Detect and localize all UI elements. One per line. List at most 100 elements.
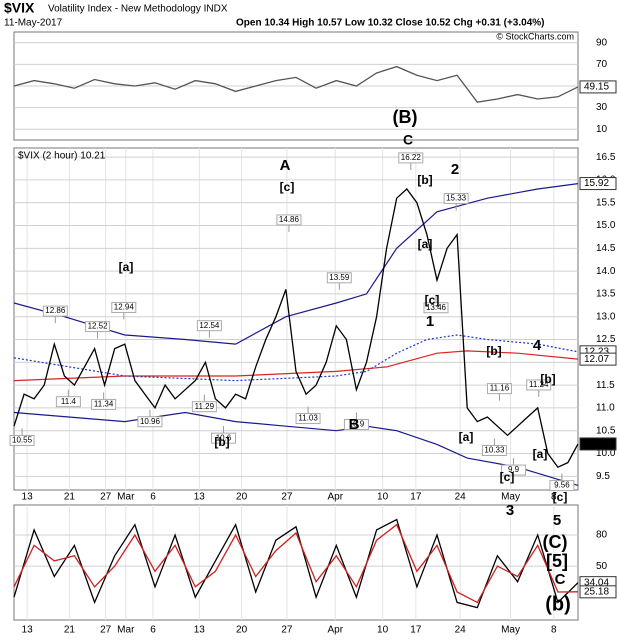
index-name: Volatility Index - New Methodology INDX	[48, 4, 228, 15]
price-label-box	[111, 301, 137, 313]
credit: © StockCharts.com	[496, 31, 574, 41]
series-line	[13, 523, 579, 604]
last-value-box	[579, 352, 617, 366]
last-value: 15.92	[584, 178, 609, 189]
x-tick-label: 13	[22, 625, 34, 636]
wave-label: [c]	[425, 293, 440, 307]
wave-label: (B)	[393, 107, 418, 127]
price-label-box	[42, 305, 68, 317]
x-tick-label: 6	[150, 492, 156, 503]
price-label-box	[210, 432, 236, 444]
y-tick-label: 11.0	[596, 403, 615, 414]
price-label-box	[55, 396, 81, 408]
price-label: 11.03	[298, 414, 318, 423]
overlay-line	[13, 334, 579, 382]
price-label-box	[398, 152, 424, 164]
price-label: 10.9	[349, 420, 365, 429]
price-label: 10.33	[484, 446, 505, 455]
last-value-box	[579, 585, 617, 599]
x-tick-label: 20	[236, 625, 248, 636]
price-label-box	[423, 302, 449, 314]
x-tick-label: 24	[455, 492, 467, 503]
wave-label: C	[555, 571, 566, 588]
price-label-box	[443, 192, 469, 204]
price-label-box	[486, 383, 512, 395]
y-tick-label: 9.5	[596, 471, 610, 482]
x-tick-label: 6	[150, 625, 156, 636]
price-label: 12.86	[45, 306, 66, 315]
price-label: 13.59	[329, 273, 350, 282]
x-tick-label: 27	[281, 492, 293, 503]
x-tick-label: 17	[410, 492, 422, 503]
wave-label: C	[403, 132, 413, 148]
x-tick-label: Apr	[327, 625, 343, 636]
panel-frame	[13, 147, 579, 491]
price-label-box	[196, 320, 222, 332]
wave-label: (b)	[545, 593, 571, 615]
quote: Open 10.34 High 10.57 Low 10.32 Close 10…	[236, 18, 544, 29]
wave-label: [b]	[214, 435, 229, 449]
wave-label: 1	[426, 313, 434, 330]
wave-label: [c]	[280, 180, 295, 194]
price-label-box	[481, 444, 507, 456]
price-label-box	[501, 464, 527, 476]
wave-label: [c]	[553, 490, 568, 504]
panel-frame	[13, 504, 579, 621]
y-tick-label: 10.0	[596, 448, 616, 459]
y-tick-label: 14.5	[596, 243, 616, 254]
wave-label: [b]	[417, 173, 432, 187]
wave-label: B	[349, 416, 360, 433]
x-tick-label: 13	[194, 625, 206, 636]
y-tick-label: 11.5	[596, 380, 615, 391]
y-tick-label: 15.0	[596, 220, 616, 231]
price-label-box	[137, 416, 163, 428]
wave-label: [c]	[500, 470, 515, 484]
date: 11-May-2017	[4, 18, 63, 29]
x-tick-label: 21	[64, 492, 76, 503]
x-tick-label: 21	[64, 625, 76, 636]
price-label-box	[276, 214, 302, 226]
price-label: 12.52	[88, 322, 109, 331]
x-tick-label: 13	[22, 492, 34, 503]
price-label: 10.96	[140, 417, 161, 426]
price-label-box	[549, 480, 575, 492]
y-tick-label: 14.0	[596, 266, 616, 277]
wave-label: A	[280, 157, 291, 174]
price-label: 15.33	[446, 194, 467, 203]
last-value: 12.07	[584, 354, 609, 365]
price-label-box	[295, 413, 321, 425]
overlay-line	[13, 350, 579, 382]
x-tick-label: 20	[236, 492, 248, 503]
price-label: 13.46	[426, 303, 447, 312]
price-label: 12.54	[199, 321, 220, 330]
wave-label: [a]	[418, 237, 433, 251]
x-tick-label: 27	[100, 625, 112, 636]
price-label: 9.9	[508, 465, 520, 474]
x-tick-label: Mar	[117, 492, 135, 503]
last-value-box	[579, 177, 617, 191]
series-line	[13, 188, 579, 469]
price-label-box	[9, 434, 35, 446]
y-tick-label: 10	[596, 124, 608, 135]
wave-label: [5]	[546, 551, 568, 571]
overlay-line	[13, 183, 579, 345]
last-value: 49.15	[584, 82, 609, 93]
price-label: 14.86	[279, 215, 300, 224]
wave-label: [a]	[459, 430, 474, 444]
y-tick-label: 30	[596, 102, 608, 113]
x-tick-label: 17	[410, 625, 422, 636]
y-tick-label: 70	[596, 59, 608, 70]
y-tick-label: 13.5	[596, 289, 616, 300]
x-tick-label: 27	[281, 625, 293, 636]
wave-label: (C)	[543, 532, 568, 552]
y-tick-label: 80	[596, 530, 608, 541]
symbol: $VIX	[4, 0, 35, 16]
x-tick-label: May	[501, 492, 520, 503]
wave-label: 3	[506, 502, 514, 519]
x-tick-label: Apr	[327, 492, 343, 503]
x-tick-label: 27	[100, 492, 112, 503]
x-tick-label: Mar	[117, 625, 135, 636]
y-tick-label: 15.5	[596, 197, 616, 208]
wave-label: 5	[553, 512, 561, 529]
x-tick-label: 8	[551, 492, 557, 503]
